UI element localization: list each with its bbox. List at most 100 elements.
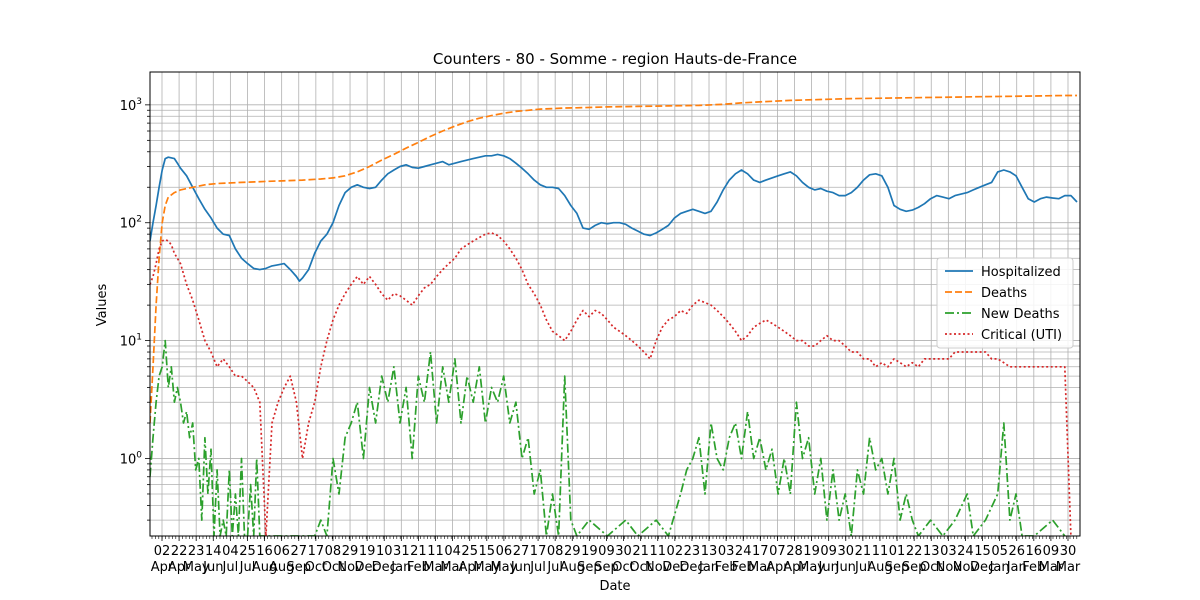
x-tick-label-month: Dec: [355, 560, 380, 575]
x-tick-label-day: 29: [342, 544, 359, 559]
x-tick-label-day: 15: [974, 544, 991, 559]
x-tick-label-day: 03: [940, 544, 957, 559]
x-tick-label-day: 19: [359, 544, 376, 559]
x-tick-label-day: 06: [273, 544, 290, 559]
x-tick-label-day: 30: [838, 544, 855, 559]
x-tick-label-day: 01: [889, 544, 906, 559]
x-tick-label-month: Mar: [1039, 560, 1064, 575]
x-tick-label-day: 21: [632, 544, 649, 559]
x-tick-label-month: Dec: [970, 560, 995, 575]
x-tick-label-day: 08: [547, 544, 564, 559]
x-tick-label-month: Jul: [546, 560, 563, 575]
x-tick-label-month: Apr: [766, 560, 789, 575]
x-tick-label-day: 25: [461, 544, 478, 559]
x-tick-label-month: Nov: [645, 560, 671, 575]
x-tick-label-day: 02: [667, 544, 684, 559]
x-tick-label-month: Feb: [732, 560, 755, 575]
x-tick-label-day: 11: [427, 544, 444, 559]
x-tick-label-day: 04: [444, 544, 461, 559]
x-tick-label-month: Jul: [529, 560, 546, 575]
x-tick-label-month: Apr: [168, 560, 191, 575]
x-tick-label-day: 29: [564, 544, 581, 559]
x-tick-label-day: 16: [1026, 544, 1043, 559]
x-tick-label-day: 30: [615, 544, 632, 559]
x-tick-label-day: 15: [479, 544, 496, 559]
x-tick-label-day: 11: [649, 544, 666, 559]
x-tick-label-day: 14: [205, 544, 222, 559]
x-tick-label-month: Apr: [458, 560, 481, 575]
y-tick-label: 100: [120, 450, 143, 467]
x-tick-label-month: Dec: [679, 560, 704, 575]
x-tick-label-day: 09: [1043, 544, 1060, 559]
x-tick-label-month: Jun: [835, 560, 856, 575]
x-tick-label-month: Jun: [818, 560, 839, 575]
y-tick-label: 101: [120, 333, 142, 350]
x-tick-label-day: 11: [872, 544, 889, 559]
x-tick-label-month: Sep: [577, 560, 602, 575]
x-tick-label-day: 23: [188, 544, 205, 559]
x-tick-label-month: Nov: [936, 560, 962, 575]
x-tick-label-month: Oct: [612, 560, 634, 575]
x-tick-label-day: 08: [325, 544, 342, 559]
x-tick-label-month: Jun: [510, 560, 531, 575]
x-tick-label-month: Oct: [629, 560, 651, 575]
x-tick-label-month: Sep: [594, 560, 619, 575]
x-tick-label-month: Aug: [560, 560, 585, 575]
x-tick-label-day: 17: [530, 544, 547, 559]
x-tick-label-day: 09: [820, 544, 837, 559]
x-tick-label-month: Feb: [715, 560, 738, 575]
x-axis-label: Date: [599, 579, 630, 594]
x-tick-label-month: Jul: [854, 560, 871, 575]
legend: Hospitalized Deaths New Deaths Critical (UT…: [936, 257, 1074, 349]
chart-title: Counters - 80 - Somme - region Hauts-de-…: [433, 50, 797, 68]
x-tick-label-month: Jan: [390, 560, 411, 575]
x-tick-label-day: 24: [957, 544, 974, 559]
x-tick-label-month: Sep: [885, 560, 910, 575]
x-tick-label-month: Jul: [222, 560, 239, 575]
x-tick-label-month: Apr: [783, 560, 806, 575]
x-tick-label-day: 31: [393, 544, 410, 559]
x-tick-label-day: 21: [855, 544, 872, 559]
x-tick-label-month: Oct: [920, 560, 942, 575]
legend-label: Hospitalized: [981, 265, 1061, 280]
plot-frame: [149, 71, 1081, 537]
x-tick-label-month: May: [490, 560, 517, 575]
x-tick-label-day: 13: [701, 544, 718, 559]
x-tick-label-month: May: [183, 560, 210, 575]
x-tick-label-day: 17: [752, 544, 769, 559]
x-tick-label-day: 30: [1060, 544, 1077, 559]
x-tick-label-day: 16: [256, 544, 273, 559]
x-tick-label-month: Jan: [698, 560, 719, 575]
x-tick-label-day: 27: [290, 544, 307, 559]
x-tick-label-month: May: [473, 560, 500, 575]
series-line-deaths: [150, 94, 1077, 424]
x-tick-label-month: Oct: [305, 560, 327, 575]
x-tick-label-month: Aug: [867, 560, 892, 575]
x-tick-label-month: Mar: [748, 560, 773, 575]
x-tick-label-month: Feb: [407, 560, 430, 575]
legend-label: Critical (UTI): [981, 328, 1062, 343]
x-tick-label-day: 04: [222, 544, 239, 559]
x-tick-label-month: Aug: [269, 560, 294, 575]
x-tick-label-month: Mar: [423, 560, 448, 575]
x-tick-label-month: Jan: [1006, 560, 1027, 575]
x-tick-label-month: Nov: [953, 560, 979, 575]
x-tick-label-month: Oct: [322, 560, 344, 575]
x-tick-label-month: Apr: [151, 560, 174, 575]
x-tick-label-day: 10: [376, 544, 393, 559]
x-tick-label-day: 05: [991, 544, 1008, 559]
x-tick-label-day: 06: [496, 544, 513, 559]
x-tick-label-day: 25: [239, 544, 256, 559]
x-tick-label-day: 13: [923, 544, 940, 559]
grid: [150, 72, 1080, 536]
y-tick-label: 103: [120, 97, 142, 114]
x-tick-label-month: Aug: [252, 560, 277, 575]
x-tick-label-month: Feb: [1022, 560, 1045, 575]
x-tick-label-month: Dec: [662, 560, 687, 575]
x-tick-label-month: Sep: [902, 560, 927, 575]
y-tick-label: 102: [120, 215, 142, 232]
series-line-hospitalized: [150, 153, 1078, 282]
x-tick-label-month: Sep: [286, 560, 311, 575]
legend-label: Deaths: [981, 286, 1027, 301]
x-tick-label-day: 02: [154, 544, 171, 559]
